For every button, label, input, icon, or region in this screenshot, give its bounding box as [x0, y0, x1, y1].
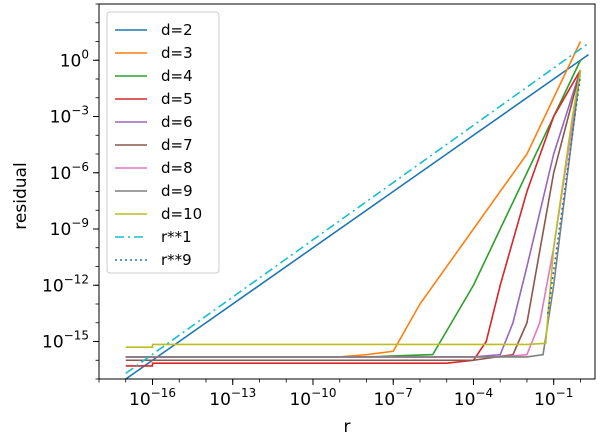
legend-label: d=5 — [161, 90, 193, 108]
legend-label: r**1 — [161, 228, 192, 246]
legend-label: d=4 — [161, 67, 193, 85]
legend-label: d=8 — [161, 159, 193, 177]
x-tick-label: 10−4 — [454, 386, 493, 410]
y-tick-label: 100 — [60, 47, 89, 71]
y-axis-title: residual — [11, 162, 31, 229]
y-tick-label: 10−3 — [50, 104, 89, 128]
legend-label: d=2 — [161, 21, 193, 39]
legend-label: r**9 — [161, 251, 192, 269]
legend: d=2 d=3 d=4 d=5 d=6 d=7 d=8 d=9 d=10 r**1 r**9 — [106, 11, 220, 274]
series-line-r-9 — [546, 75, 582, 314]
series-line-r-1 — [125, 42, 589, 375]
x-tick-label: 10−7 — [374, 386, 413, 410]
legend-label: d=3 — [161, 44, 193, 62]
plot-lines — [125, 41, 589, 379]
legend-label: d=7 — [161, 136, 193, 154]
x-axis-ticks: 10−16 10−13 10−10 10−7 10−4 10−1 — [98, 379, 581, 410]
x-axis-title: r — [344, 417, 351, 437]
x-tick-label: 10−1 — [534, 386, 573, 410]
x-tick-label: 10−13 — [209, 386, 256, 410]
legend-label: d=10 — [161, 205, 202, 223]
y-tick-label: 10−12 — [42, 272, 89, 296]
series-line-d-9 — [125, 69, 582, 358]
y-axis-ticks: 100 10−3 10−6 10−9 10−12 10−15 — [42, 3, 99, 380]
x-tick-label: 10−16 — [129, 386, 176, 410]
y-tick-label: 10−15 — [42, 329, 89, 353]
series-line-d-2 — [125, 53, 589, 379]
legend-box — [106, 11, 220, 274]
legend-label: d=9 — [161, 182, 193, 200]
y-tick-label: 10−9 — [50, 216, 89, 240]
x-tick-label: 10−10 — [289, 386, 336, 410]
legend-label: d=6 — [161, 113, 193, 131]
y-tick-label: 10−6 — [50, 160, 89, 184]
series-line-d-5 — [125, 69, 582, 367]
series-line-d-10 — [125, 69, 582, 348]
